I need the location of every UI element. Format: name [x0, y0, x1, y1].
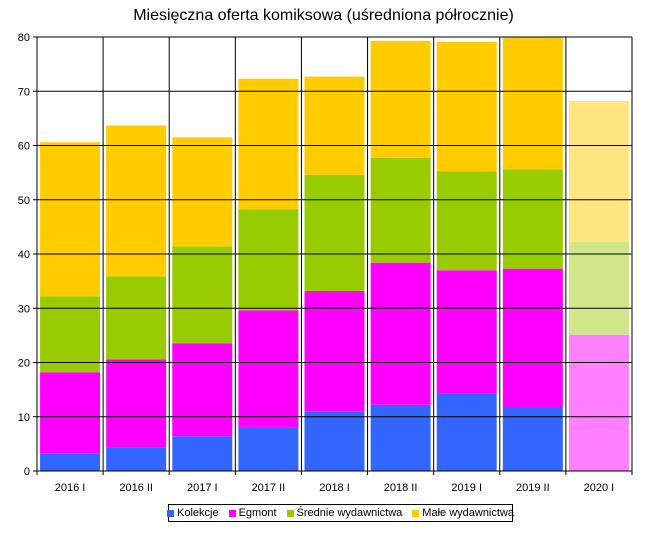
legend-label: Małe wydawnictwa	[422, 507, 514, 519]
bar--rednie-wydawnictwa-2	[172, 246, 233, 344]
bar-egmont-4	[304, 290, 365, 412]
bar--rednie-wydawnictwa-3	[238, 209, 299, 311]
chart-title: Miesięczna oferta komiksowa (uśredniona …	[133, 7, 514, 24]
y-tick-label: 30	[18, 303, 30, 315]
x-tick-label: 2016 I	[55, 482, 86, 494]
x-tick-label: 2017 I	[187, 482, 218, 494]
legend-item: Kolekcje	[167, 507, 219, 519]
bar--rednie-wydawnictwa-5	[370, 157, 431, 263]
bar-egmont-7	[502, 268, 563, 408]
legend-label: Średnie wydawnictwa	[296, 507, 403, 519]
bar-ma-e-wydawnictwa-6	[436, 41, 497, 172]
bar-ma-e-wydawnictwa-0	[40, 142, 101, 297]
x-tick-label: 2019 I	[451, 482, 482, 494]
bar--rednie-wydawnictwa-4	[304, 174, 365, 291]
bar-kolekcje-1	[106, 447, 167, 471]
bar-kolekcje-3	[238, 427, 299, 471]
y-tick-label: 0	[24, 466, 30, 478]
bar-egmont-3	[238, 310, 299, 428]
bar-kolekcje-5	[370, 404, 431, 471]
x-tick-label: 2018 I	[319, 482, 350, 494]
y-tick-label: 60	[18, 141, 30, 153]
legend-label: Egmont	[238, 507, 277, 519]
y-tick-label: 70	[18, 86, 30, 98]
legend-item: Małe wydawnictwa	[412, 507, 514, 519]
bar-egmont-1	[106, 359, 167, 448]
bar-egmont-2	[172, 343, 233, 437]
bar-ma-e-wydawnictwa-5	[370, 40, 431, 158]
bar-ma-e-wydawnictwa-3	[238, 78, 299, 210]
bar-egmont-0	[40, 372, 101, 454]
bar--rednie-wydawnictwa-7	[502, 169, 563, 269]
bar-egmont-6	[436, 270, 497, 394]
bar-ma-e-wydawnictwa-7	[502, 37, 563, 170]
legend-swatch	[412, 509, 420, 517]
y-tick-label: 20	[18, 358, 30, 370]
bar-kolekcje-4	[304, 411, 365, 471]
bar--rednie-wydawnictwa-1	[106, 276, 167, 360]
y-tick-label: 80	[18, 32, 30, 44]
legend-label: Kolekcje	[177, 507, 219, 519]
bar-egmont-8	[568, 334, 629, 471]
y-tick-label: 10	[18, 412, 30, 424]
bar-kolekcje-7	[502, 407, 563, 471]
bar-kolekcje-0	[40, 453, 101, 471]
bar-ma-e-wydawnictwa-8	[568, 101, 629, 243]
bar--rednie-wydawnictwa-8	[568, 242, 629, 335]
x-tick-label: 2017 II	[252, 482, 286, 494]
legend-item: Średnie wydawnictwa	[286, 507, 403, 519]
bar-egmont-5	[370, 262, 431, 405]
bar-kolekcje-6	[436, 393, 497, 471]
y-tick-label: 50	[18, 195, 30, 207]
legend-swatch	[167, 509, 175, 517]
bar-kolekcje-2	[172, 436, 233, 471]
bar-ma-e-wydawnictwa-4	[304, 76, 365, 175]
bar-ma-e-wydawnictwa-1	[106, 125, 167, 277]
x-tick-label: 2018 II	[384, 482, 418, 494]
x-tick-label: 2016 II	[119, 482, 153, 494]
bar--rednie-wydawnictwa-0	[40, 296, 101, 373]
legend-item: Egmont	[228, 507, 277, 519]
x-tick-label: 2020 I	[584, 482, 615, 494]
bar--rednie-wydawnictwa-6	[436, 171, 497, 271]
legend-swatch	[228, 509, 236, 517]
x-tick-label: 2019 II	[516, 482, 550, 494]
legend-swatch	[286, 509, 294, 517]
bar-ma-e-wydawnictwa-2	[172, 137, 233, 247]
y-tick-label: 40	[18, 249, 30, 261]
chart-legend: Kolekcje Egmont Średnie wydawnictwa Małe wy…	[167, 504, 514, 522]
